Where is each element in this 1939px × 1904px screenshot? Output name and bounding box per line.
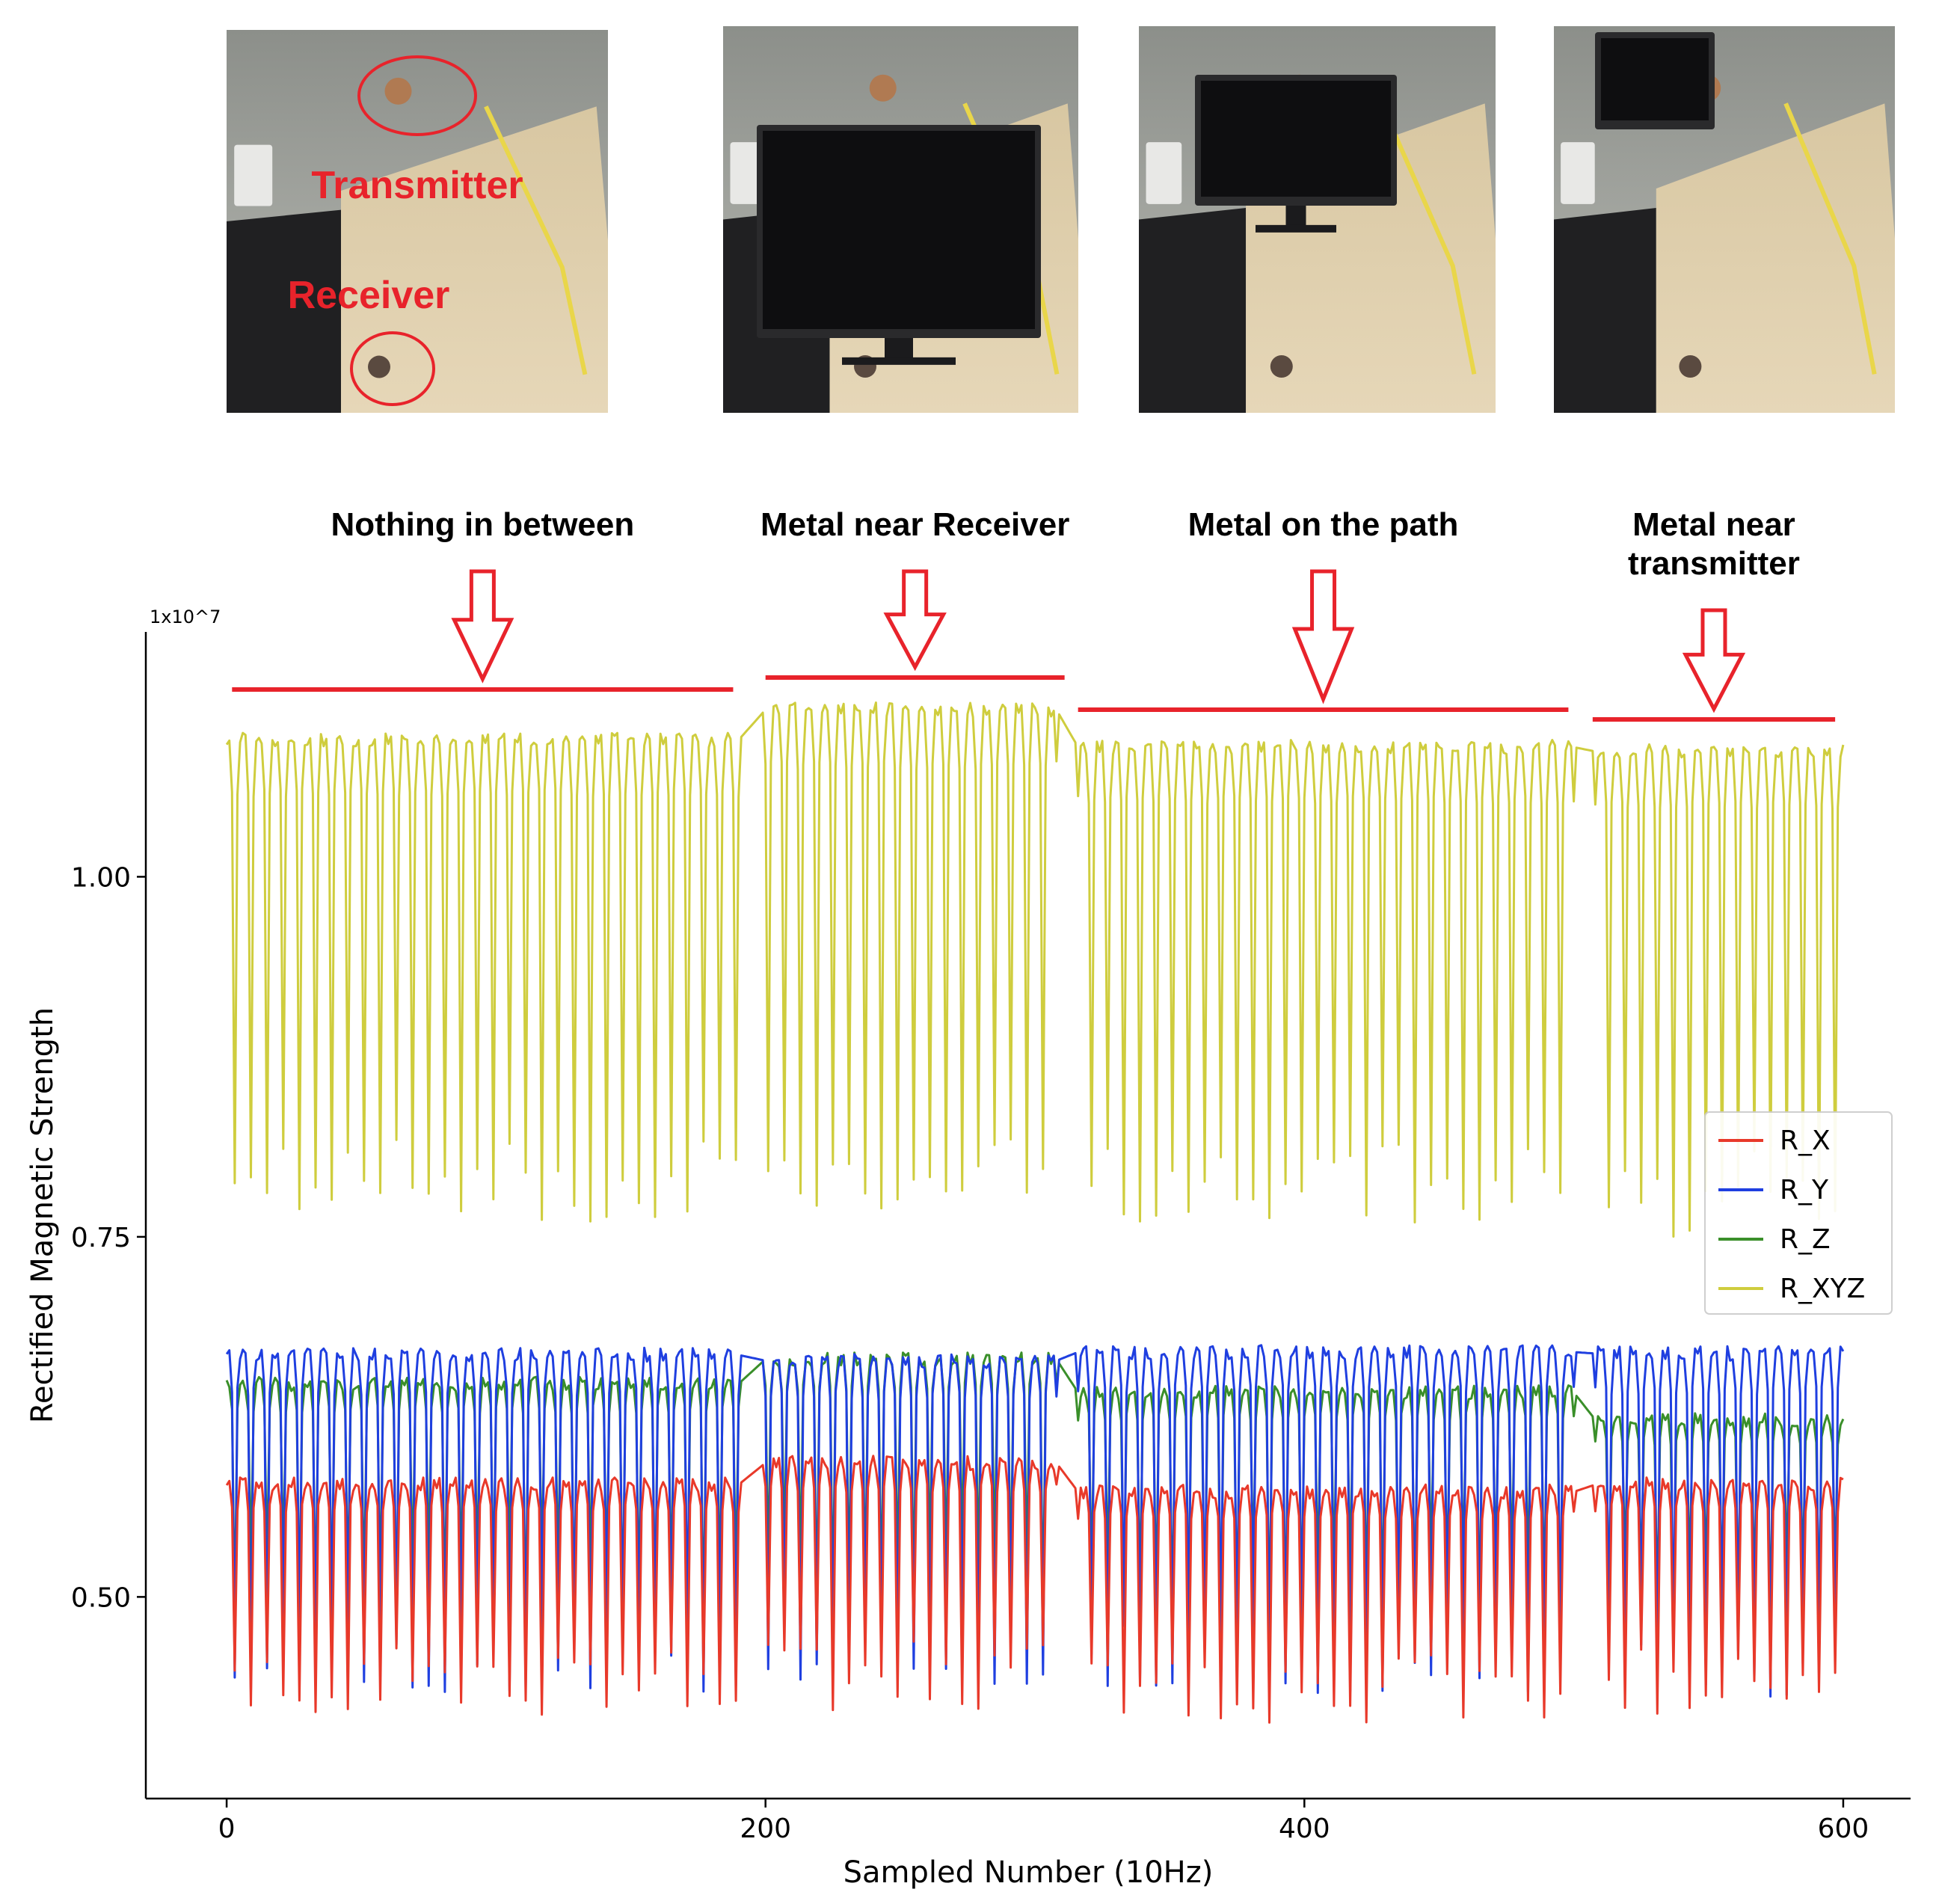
photo-bucket — [234, 144, 273, 206]
photo-panel — [1554, 26, 1895, 413]
photo-receiver-device — [1270, 354, 1293, 378]
photo-floor — [1554, 207, 1656, 413]
ticks: 0 200 400 600 0.50 0.75 1.00 — [71, 862, 1869, 1844]
x-tick-label: 0 — [218, 1814, 236, 1844]
legend-label: R_Z — [1780, 1224, 1831, 1255]
series-line-r-z — [225, 1351, 1845, 1633]
photo-monitor-screen — [1601, 38, 1709, 120]
annotations: Nothing in between Metal near Receiver Met… — [232, 506, 1836, 722]
photo-floor — [1139, 207, 1247, 413]
photo-transmitter-device — [869, 74, 897, 102]
photo-receiver-device — [1679, 354, 1702, 378]
photo-table — [1656, 103, 1895, 413]
photo-monitor-screen — [1201, 81, 1391, 197]
photo-monitor-base — [1256, 224, 1336, 233]
photo-monitor-base — [842, 357, 956, 365]
annotation-group: Nothing in between — [232, 506, 734, 692]
photo-bucket — [1146, 142, 1182, 204]
legend-box — [1704, 1111, 1893, 1315]
legend-label: R_Y — [1780, 1175, 1829, 1206]
chart: 0 200 400 600 0.50 0.75 1.00 1x10^7 Rectified … — [25, 606, 1911, 1890]
x-tick-label: 200 — [740, 1814, 791, 1844]
photo-panel: Transmitter Receiver — [227, 30, 608, 413]
annotation-label: transmitter — [1628, 545, 1800, 582]
y-tick-label: 1.00 — [71, 862, 131, 893]
photo-monitor-stand — [885, 338, 913, 362]
annotation-arrow — [1682, 608, 1746, 713]
annotation-group: Metal near Receiver — [760, 506, 1069, 680]
annotation-label: Metal on the path — [1188, 506, 1459, 543]
photo-bucket — [1561, 142, 1595, 204]
receiver-circle — [350, 331, 435, 406]
annotation-group: Metal on the path — [1078, 506, 1569, 712]
photo-row: Transmitter Receiver — [227, 26, 1895, 413]
photo-transmitter-device — [384, 77, 412, 105]
series-line-r-x — [225, 1455, 1844, 1724]
series-layer — [225, 701, 1845, 1724]
legend-label: R_XYZ — [1780, 1274, 1865, 1304]
photo-tape — [484, 105, 588, 375]
annotation-label: Nothing in between — [331, 506, 634, 543]
photo-tape — [1379, 102, 1477, 375]
series-line-r-y — [225, 1344, 1845, 1698]
photo-monitor-stand — [1285, 206, 1306, 230]
photo-monitor-screen — [763, 131, 1035, 329]
y-axis-label: Rectified Magnetic Strength — [25, 1007, 60, 1423]
series-line-r-xyz — [225, 701, 1845, 1238]
photo-caption-receiver: Receiver — [288, 274, 450, 317]
y-tick-label: 0.50 — [71, 1582, 131, 1613]
annotation-label: Metal near Receiver — [760, 506, 1069, 543]
photo-floor — [227, 209, 341, 413]
legend: R_X R_Y R_Z R_XYZ — [1704, 1111, 1893, 1315]
photo-caption-transmitter: Transmitter — [311, 164, 523, 207]
x-tick-label: 600 — [1818, 1814, 1869, 1844]
annotation-arrow — [451, 569, 514, 684]
photo-panel — [723, 26, 1078, 413]
x-axis-label: Sampled Number (10Hz) — [843, 1855, 1214, 1890]
annotation-arrow — [1291, 569, 1355, 704]
photo-panel — [1139, 26, 1496, 413]
annotation-label: Metal near — [1632, 506, 1795, 543]
legend-label: R_X — [1780, 1125, 1831, 1156]
y-multiplier-label: 1x10^7 — [150, 606, 221, 627]
photo-receiver-device — [368, 355, 390, 378]
photo-tape — [1783, 102, 1877, 375]
transmitter-circle — [357, 55, 477, 136]
annotation-arrow — [883, 569, 947, 672]
y-tick-label: 0.75 — [71, 1223, 131, 1253]
x-tick-label: 400 — [1279, 1814, 1330, 1844]
